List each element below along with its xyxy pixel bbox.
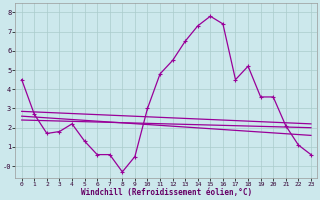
X-axis label: Windchill (Refroidissement éolien,°C): Windchill (Refroidissement éolien,°C): [81, 188, 252, 197]
